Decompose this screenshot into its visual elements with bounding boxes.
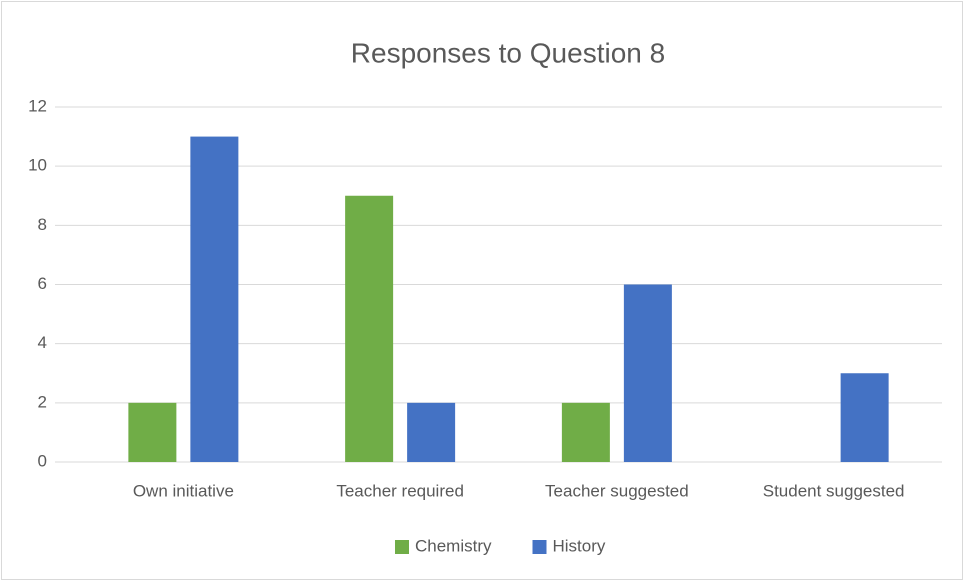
y-tick-label: 2 — [38, 392, 47, 411]
x-tick-label: Teacher required — [336, 481, 464, 500]
x-tick-label: Own initiative — [133, 481, 234, 500]
bar — [623, 284, 672, 462]
x-tick-label: Student suggested — [763, 481, 905, 500]
chart-title: Responses to Question 8 — [351, 37, 665, 68]
legend-label: History — [553, 536, 606, 555]
bar — [128, 402, 177, 462]
legend-swatch — [395, 540, 409, 554]
legend-label: Chemistry — [415, 536, 492, 555]
bar — [840, 373, 889, 462]
bar — [345, 195, 394, 462]
bar — [407, 402, 456, 462]
y-tick-label: 4 — [38, 333, 47, 352]
x-tick-label: Teacher suggested — [545, 481, 689, 500]
y-tick-label: 10 — [28, 156, 47, 175]
y-tick-label: 6 — [38, 274, 47, 293]
y-tick-label: 8 — [38, 215, 47, 234]
legend-swatch — [532, 540, 547, 554]
bar — [561, 402, 610, 462]
y-tick-label: 0 — [38, 451, 47, 470]
y-tick-label: 12 — [28, 96, 47, 115]
bar — [190, 136, 239, 463]
